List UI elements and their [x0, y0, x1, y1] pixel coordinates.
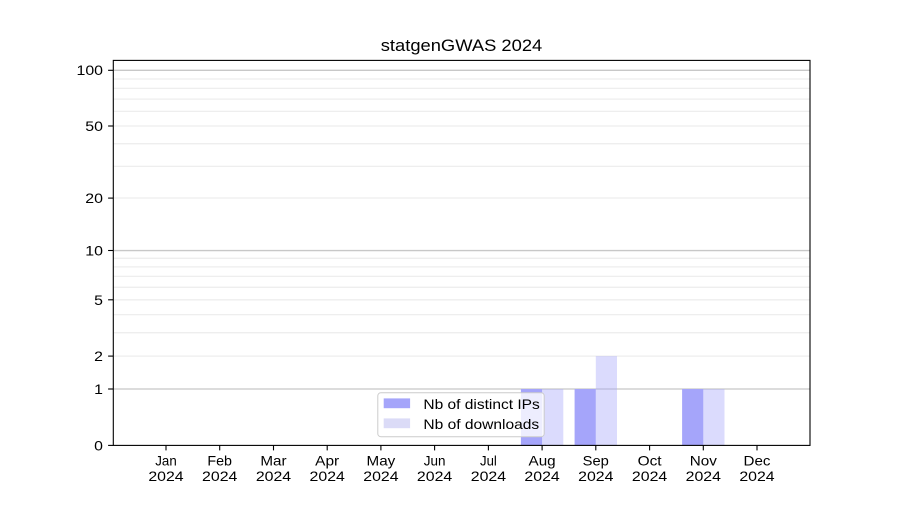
svg-text:2024: 2024	[310, 468, 346, 484]
svg-text:May: May	[367, 453, 396, 469]
svg-text:2: 2	[94, 348, 103, 364]
svg-text:1: 1	[94, 381, 103, 397]
svg-text:5: 5	[94, 292, 103, 308]
svg-text:0: 0	[94, 437, 103, 453]
svg-text:2024: 2024	[471, 468, 507, 484]
svg-text:2024: 2024	[148, 468, 184, 484]
svg-text:Aug: Aug	[529, 453, 556, 469]
svg-text:Dec: Dec	[744, 453, 771, 469]
svg-text:2024: 2024	[524, 468, 560, 484]
svg-text:Nb of downloads: Nb of downloads	[423, 416, 539, 432]
svg-text:2024: 2024	[632, 468, 668, 484]
svg-text:2024: 2024	[363, 468, 399, 484]
svg-text:2024: 2024	[417, 468, 453, 484]
svg-text:Sep: Sep	[583, 453, 609, 469]
svg-text:50: 50	[85, 118, 103, 134]
svg-text:Mar: Mar	[260, 453, 287, 469]
svg-text:Apr: Apr	[315, 453, 339, 469]
svg-text:2024: 2024	[202, 468, 238, 484]
svg-text:Oct: Oct	[638, 453, 662, 469]
svg-text:Nb of distinct IPs: Nb of distinct IPs	[423, 396, 539, 412]
svg-text:2024: 2024	[686, 468, 722, 484]
svg-text:100: 100	[77, 62, 104, 78]
svg-text:Jul: Jul	[480, 453, 497, 469]
svg-text:2024: 2024	[578, 468, 614, 484]
svg-text:Feb: Feb	[207, 453, 232, 469]
svg-text:2024: 2024	[739, 468, 775, 484]
svg-text:20: 20	[85, 190, 103, 206]
svg-text:statgenGWAS 2024: statgenGWAS 2024	[381, 36, 543, 55]
svg-text:Jun: Jun	[424, 453, 446, 469]
svg-text:2024: 2024	[256, 468, 292, 484]
svg-text:10: 10	[85, 243, 103, 259]
svg-text:Jan: Jan	[155, 453, 176, 469]
svg-text:Nov: Nov	[690, 453, 717, 469]
